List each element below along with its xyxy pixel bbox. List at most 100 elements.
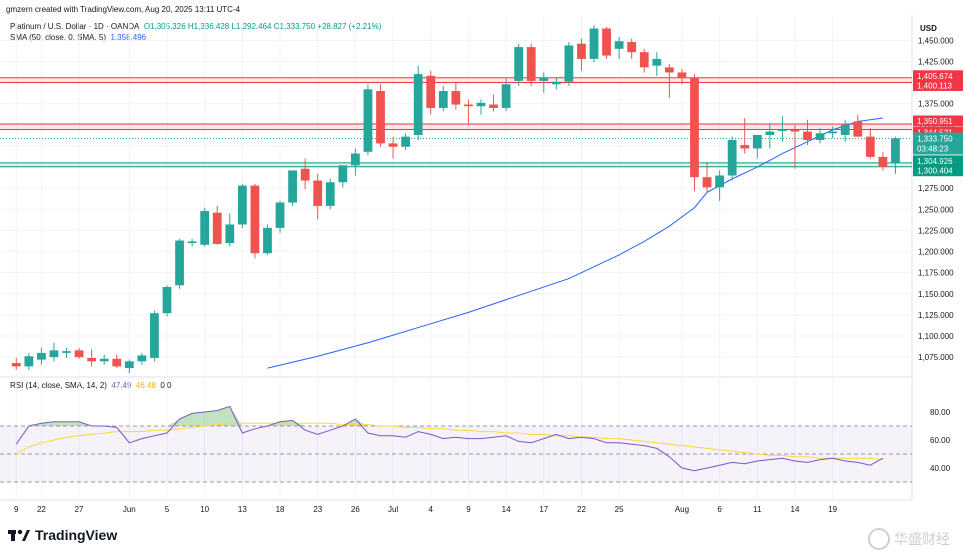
price-tick-label: 1,075.000 (918, 353, 954, 362)
candle-up (589, 28, 599, 59)
candle-down (112, 358, 122, 367)
time-tick-label: 22 (577, 505, 586, 514)
level-label-bg (913, 115, 963, 127)
candle-up (438, 91, 448, 108)
candle-up (891, 138, 900, 163)
symbol-name[interactable]: Platinum / U.S. Dollar · 1D · OANDA (10, 22, 140, 31)
candle-up (288, 170, 297, 203)
time-tick-label: Jul (388, 505, 398, 514)
candle-down (313, 180, 323, 206)
legend: Platinum / U.S. Dollar · 1D · OANDA O1,3… (10, 21, 381, 43)
time-tick-label: 22 (37, 505, 46, 514)
candle-up (752, 134, 762, 149)
candle-down (489, 104, 498, 108)
legend-sma-row: SMA (50, close, 0, SMA, 5) 1,358.496 (10, 32, 381, 43)
legend-symbol-row: Platinum / U.S. Dollar · 1D · OANDA O1,3… (10, 21, 381, 32)
candle-up (37, 352, 46, 360)
level-label: 1,405.674 (917, 72, 953, 81)
candle-up (539, 77, 549, 81)
candle-down (865, 136, 875, 157)
level-label-bg (913, 70, 963, 82)
rsi-legend: RSI (14, close, SMA, 14, 2) 47.49 46.48 … (10, 381, 171, 390)
price-tick-label: 1,450.000 (918, 36, 954, 45)
candle-down (11, 363, 21, 367)
candle-up (363, 89, 373, 152)
candle-up (840, 124, 850, 135)
candle-up (564, 45, 574, 82)
tradingview-mark-icon (8, 528, 30, 542)
currency-label: USD (920, 24, 937, 33)
author-credit: gmzern created with TradingView.com, Aug… (6, 5, 241, 14)
candle-down (376, 91, 385, 144)
level-label: 1,300.404 (917, 167, 953, 176)
price-tick-label: 1,150.000 (918, 290, 954, 299)
watermark-text: 华盛财经 (894, 531, 950, 547)
support-zone (0, 162, 912, 167)
price-tick-label: 1,100.000 (918, 332, 954, 341)
price-tick-label: 1,375.000 (918, 100, 954, 109)
price-tick-label: 1,125.000 (918, 311, 954, 320)
candle-down (878, 156, 888, 168)
candle-down (803, 131, 812, 141)
candle-up (225, 224, 235, 244)
sma-line (267, 117, 883, 369)
candle-up (652, 58, 662, 66)
rsi-tick-label: 80.00 (930, 408, 951, 417)
candle-down (250, 185, 260, 254)
candle-up (501, 84, 511, 108)
candle-up (263, 227, 272, 254)
price-tick-label: 1,275.000 (918, 184, 954, 193)
tradingview-logo[interactable]: TradingView (8, 527, 117, 543)
candle-up (137, 355, 147, 362)
ohlc-values: O1,305.326 H1,336.428 L1,292.464 C1,333.… (143, 22, 382, 31)
rsi-tick-label: 40.00 (930, 464, 951, 473)
candle-up (187, 241, 197, 244)
watermark-circle-icon (868, 528, 890, 550)
candle-down (526, 47, 536, 81)
rsi-ma-value: 46.48 (135, 381, 156, 390)
candle-down (853, 121, 863, 137)
time-tick-label: 19 (828, 505, 837, 514)
candle-up (765, 131, 775, 135)
time-tick-label: 25 (615, 505, 624, 514)
time-tick-label: 17 (539, 505, 548, 514)
candle-up (175, 240, 184, 286)
level-label: 1,304.926 (917, 157, 953, 166)
candle-down (426, 75, 436, 108)
candle-down (602, 28, 611, 56)
time-tick-label: 18 (276, 505, 285, 514)
time-tick-label: 14 (791, 505, 800, 514)
tradingview-logo-text: TradingView (35, 527, 118, 543)
time-tick-label: Jun (123, 505, 136, 514)
time-tick-label: 14 (502, 505, 511, 514)
candle-up (350, 153, 360, 166)
price-tick-label: 1,200.000 (918, 248, 954, 257)
rsi-label[interactable]: RSI (14, close, SMA, 14, 2) (10, 381, 107, 390)
time-tick-label: 26 (351, 505, 360, 514)
candle-down (212, 212, 222, 244)
rsi-ma-line (16, 422, 883, 461)
candle-down (690, 77, 699, 178)
candle-up (338, 165, 348, 183)
candle-down (627, 42, 637, 53)
candle-down (87, 357, 97, 362)
rsi-value: 47.49 (111, 381, 132, 390)
countdown-label: 03:48:23 (917, 145, 949, 154)
candle-down (702, 177, 712, 188)
time-tick-label: 6 (717, 505, 722, 514)
level-label: 1,400.113 (917, 81, 953, 90)
sma-label[interactable]: SMA (50, close, 0, SMA, 5) (10, 33, 107, 42)
time-tick-label: 5 (165, 505, 170, 514)
candle-up (828, 131, 838, 134)
candle-up (815, 133, 825, 141)
price-tick-label: 1,250.000 (918, 205, 954, 214)
level-label-bg (913, 165, 963, 177)
candle-down (639, 52, 649, 68)
candle-up (49, 350, 59, 358)
candle-up (24, 356, 34, 367)
candle-up (715, 175, 725, 188)
candle-up (200, 210, 210, 245)
candle-down (388, 143, 398, 147)
price-tick-label: 1,175.000 (918, 269, 954, 278)
